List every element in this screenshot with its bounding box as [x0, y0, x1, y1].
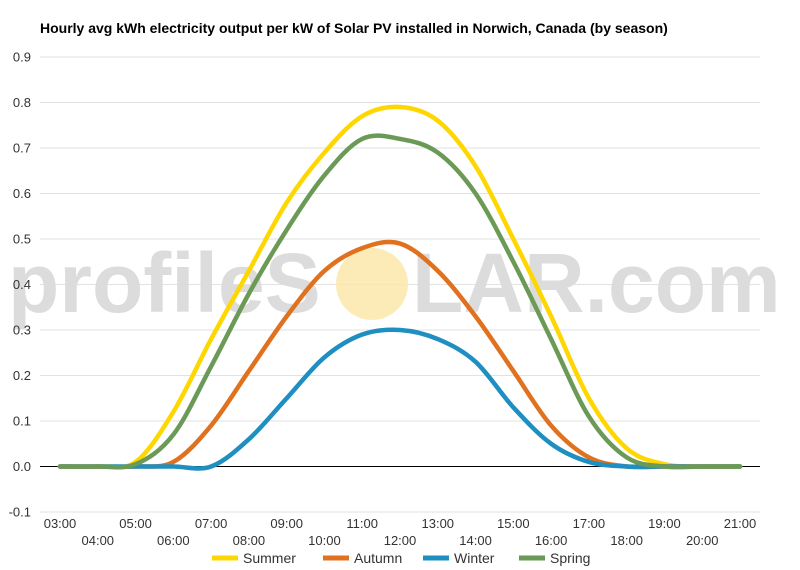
- y-tick-label: -0.1: [9, 505, 31, 520]
- legend-label-autumn: Autumn: [354, 550, 402, 566]
- x-tick-label: 16:00: [535, 533, 568, 548]
- series-line-winter: [57, 327, 743, 471]
- y-axis: -0.1 0.0 0.1 0.2 0.3 0.4 0.5 0.6 0.7 0.8 0.9: [9, 50, 31, 520]
- watermark-text-right: LAR.com: [412, 236, 781, 330]
- series-lines: [57, 104, 743, 471]
- x-tick-label: 05:00: [119, 516, 152, 531]
- x-tick-label: 13:00: [422, 516, 455, 531]
- x-tick-label: 11:00: [346, 516, 378, 531]
- x-tick-label: 07:00: [195, 516, 228, 531]
- series-line-summer: [57, 104, 743, 470]
- legend-label-summer: Summer: [243, 550, 296, 566]
- y-tick-label: 0.8: [13, 95, 31, 110]
- y-tick-label: 0.2: [13, 368, 31, 383]
- watermark-text-left: profileS: [8, 236, 321, 330]
- y-tick-label: 0.9: [13, 50, 31, 65]
- x-tick-label: 15:00: [497, 516, 530, 531]
- x-tick-label: 10:00: [308, 533, 341, 548]
- y-tick-label: 0.1: [13, 414, 31, 429]
- x-tick-label: 12:00: [384, 533, 417, 548]
- x-tick-label: 17:00: [573, 516, 606, 531]
- watermark: profileS LAR.com: [8, 236, 781, 330]
- series-line-spring: [57, 133, 743, 470]
- y-tick-label: 0.7: [13, 141, 31, 156]
- x-tick-label: 04:00: [82, 533, 115, 548]
- legend-label-spring: Spring: [550, 550, 590, 566]
- x-tick-label: 21:00: [724, 516, 757, 531]
- x-tick-label: 09:00: [270, 516, 303, 531]
- y-tick-label: 0.6: [13, 186, 31, 201]
- x-tick-label: 19:00: [648, 516, 681, 531]
- y-tick-label: 0.5: [13, 232, 31, 247]
- legend-label-winter: Winter: [454, 550, 495, 566]
- grid-lines: [40, 56, 760, 513]
- x-tick-label: 08:00: [233, 533, 266, 548]
- x-tick-label: 14:00: [459, 533, 492, 548]
- x-tick-label: 06:00: [157, 533, 190, 548]
- x-tick-label: 18:00: [610, 533, 643, 548]
- y-tick-label: 0.0: [13, 459, 31, 474]
- y-tick-label: 0.4: [13, 277, 31, 292]
- chart-title: Hourly avg kWh electricity output per kW…: [40, 20, 668, 36]
- legend: Summer Autumn Winter Spring: [212, 550, 590, 566]
- x-tick-label: 03:00: [44, 516, 77, 531]
- watermark-sun-icon: [336, 248, 408, 320]
- y-tick-label: 0.3: [13, 323, 31, 338]
- x-tick-label: 20:00: [686, 533, 719, 548]
- x-axis: 03:00 04:00 05:00 06:00 07:00 08:00 09:00 10:00…: [44, 516, 757, 548]
